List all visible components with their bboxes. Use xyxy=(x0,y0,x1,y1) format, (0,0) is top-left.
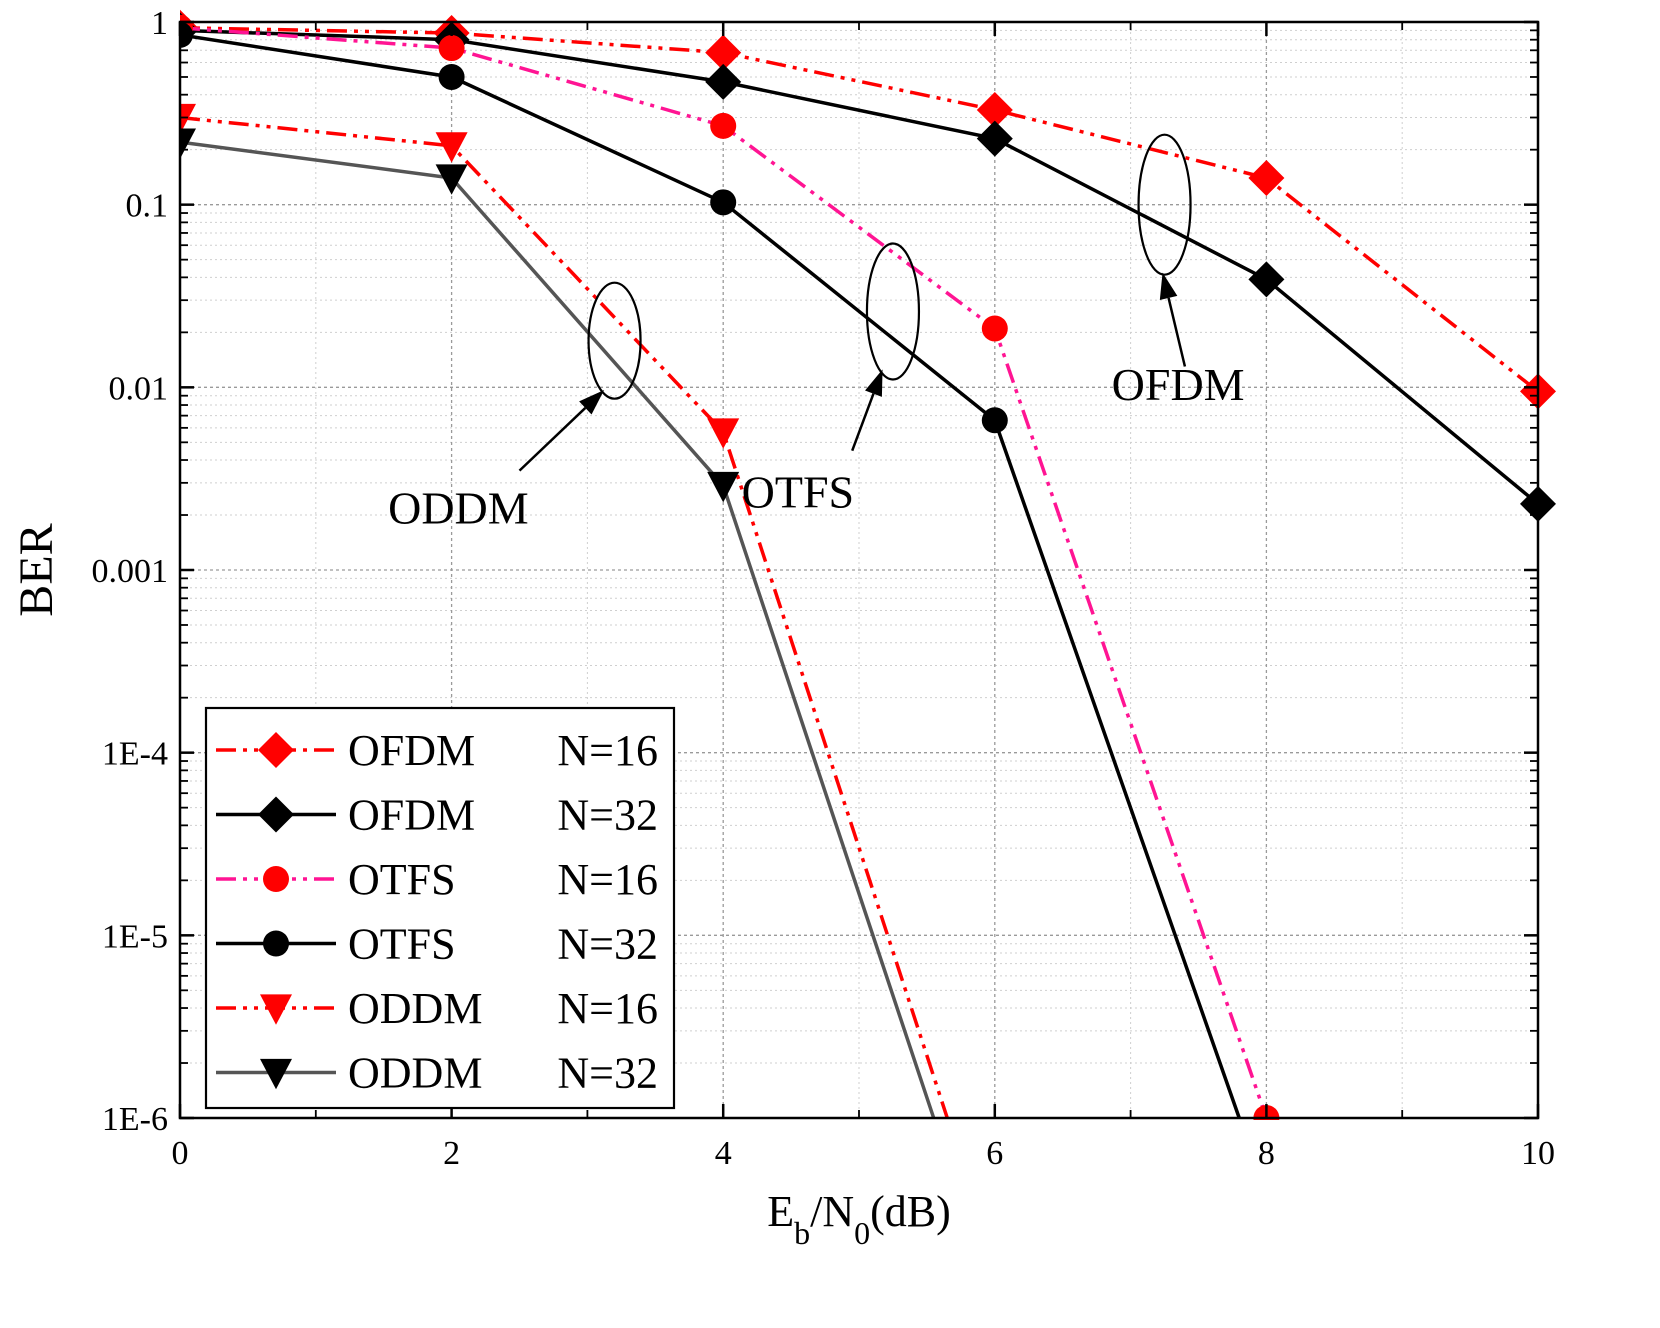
legend-item: ODDM N=32 xyxy=(216,1049,658,1098)
series-line xyxy=(180,140,936,1119)
series-otfs-n32 xyxy=(180,21,1241,1119)
legend-marker xyxy=(258,732,294,768)
x-tick-label: 8 xyxy=(1258,1135,1275,1172)
data-point xyxy=(438,63,465,90)
data-point xyxy=(707,418,740,449)
x-axis-title: Eb/N0(dB) xyxy=(767,1187,951,1251)
data-point xyxy=(976,120,1013,157)
data-point xyxy=(180,128,196,159)
data-point xyxy=(438,35,465,62)
x-tick-label: 6 xyxy=(986,1135,1003,1172)
annotation-arrow-shaft xyxy=(851,393,875,452)
legend-item: OTFS N=32 xyxy=(216,920,658,969)
legend-n: N=32 xyxy=(557,791,658,840)
legend-label: OTFS xyxy=(348,920,456,969)
legend-n: N=16 xyxy=(557,726,658,775)
x-tick-label: 2 xyxy=(443,1135,460,1172)
legend: OFDM N=16 OFDM N=32 OTFS N=16 OTFS N=32 ODDM N=16… xyxy=(204,706,676,1110)
series-oddm-n16 xyxy=(180,103,949,1119)
data-point xyxy=(705,34,742,71)
data-point xyxy=(435,164,468,195)
y-tick-label: 0.001 xyxy=(92,553,169,590)
legend-label: OTFS xyxy=(348,855,456,904)
x-tick-label: 10 xyxy=(1521,1135,1555,1172)
axis-ticks: 1 0.1 0.01 0.001 1E-4 1E-5 1E-60 2 4 6 8 10 xyxy=(92,5,1556,1172)
data-point xyxy=(710,189,737,216)
legend-marker xyxy=(263,930,289,957)
series-layer xyxy=(180,9,1556,1120)
legend-n: N=32 xyxy=(557,920,658,969)
legend-n: N=16 xyxy=(557,984,658,1033)
x-axis-title-mid: /N xyxy=(810,1187,854,1236)
data-point xyxy=(710,112,737,139)
data-point xyxy=(705,63,742,100)
x-axis-title-sub1: b xyxy=(794,1215,810,1251)
x-axis-title-tail: (dB) xyxy=(870,1187,951,1236)
data-point xyxy=(180,21,193,48)
x-tick-label: 0 xyxy=(172,1135,189,1172)
y-tick-label: 1E-5 xyxy=(102,918,168,955)
legend-box xyxy=(204,706,676,1110)
series-line xyxy=(180,115,949,1119)
data-point xyxy=(707,471,740,503)
annotation-label-oddm: ODDM xyxy=(388,482,529,533)
y-tick-label: 0.1 xyxy=(126,188,169,225)
y-tick-label: 1 xyxy=(151,5,168,42)
x-axis-title-main: E xyxy=(767,1187,794,1236)
annotation-arrow-head xyxy=(865,369,883,397)
data-point xyxy=(1248,261,1285,298)
annotation-arrow-shaft xyxy=(518,407,587,472)
annotation-ellipse xyxy=(1137,133,1192,276)
legend-item: OFDM N=16 xyxy=(216,726,658,775)
annotation-arrow-head xyxy=(1159,272,1178,301)
legend-marker xyxy=(260,994,292,1025)
legend-marker xyxy=(260,1058,292,1090)
legend-label: ODDM xyxy=(348,984,482,1033)
legend-item: ODDM N=16 xyxy=(216,984,658,1033)
grid xyxy=(180,22,1538,1118)
data-point xyxy=(981,315,1008,342)
annotation-label-ofdm: OFDM xyxy=(1112,359,1245,410)
data-point xyxy=(180,103,196,135)
series-oddm-n32 xyxy=(180,128,936,1119)
series-line xyxy=(180,26,1540,393)
legend-label: ODDM xyxy=(348,1049,482,1098)
legend-marker xyxy=(258,796,294,833)
legend-label: OFDM xyxy=(348,726,475,775)
annotation-label-otfs: OTFS xyxy=(742,466,854,517)
legend-label: OFDM xyxy=(348,791,475,840)
annotation-arrow-shaft xyxy=(1167,297,1187,367)
annotation-ellipse xyxy=(587,281,642,400)
annotation-arrow-head xyxy=(579,390,605,415)
data-point xyxy=(981,407,1008,434)
series-ofdm-n16 xyxy=(180,9,1556,410)
x-axis-title-sub2: 0 xyxy=(854,1215,870,1251)
legend-n: N=16 xyxy=(557,855,658,904)
annotations: ODDM OTFS OFDM xyxy=(388,133,1245,533)
x-tick-label: 4 xyxy=(715,1135,732,1172)
data-point xyxy=(976,91,1013,128)
legend-item: OTFS N=16 xyxy=(216,855,658,904)
legend-item: OFDM N=32 xyxy=(216,791,658,840)
y-tick-label: 1E-6 xyxy=(102,1101,168,1138)
data-point xyxy=(1248,159,1285,196)
y-axis-title: BER xyxy=(10,523,63,616)
y-tick-label: 1E-4 xyxy=(102,736,168,773)
legend-marker xyxy=(263,866,289,892)
legend-n: N=32 xyxy=(557,1049,658,1098)
annotation-ellipse xyxy=(865,242,921,381)
data-point xyxy=(435,132,468,163)
series-line xyxy=(180,28,1540,506)
y-tick-label: 0.01 xyxy=(109,370,169,407)
